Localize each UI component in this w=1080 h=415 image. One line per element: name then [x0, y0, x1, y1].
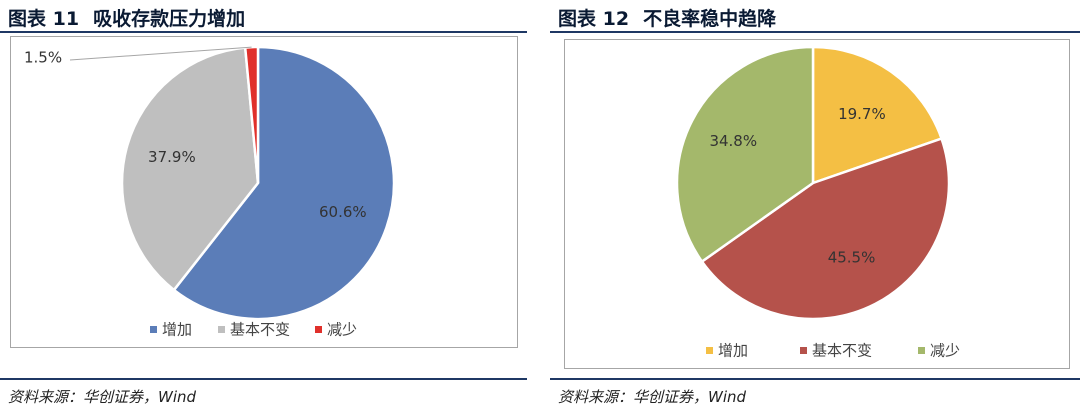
- pie-slice-基本不变: [120, 46, 260, 292]
- legend-swatch-基本不变: [218, 326, 225, 333]
- data-label-基本不变: 37.9%: [148, 148, 196, 166]
- legend-swatch-减少: [315, 326, 322, 333]
- pie-slice-减少: [675, 45, 815, 264]
- chart-number-right: 图表 12: [558, 8, 630, 30]
- bottom-rule-right: [550, 378, 1080, 380]
- chart-title-right: 图表 12 不良率稳中趋降: [558, 4, 776, 31]
- chart-title-text-left: 吸收存款压力增加: [93, 8, 246, 30]
- legend-swatch-增加: [150, 326, 157, 333]
- legend-swatch-基本不变: [800, 347, 807, 354]
- pie-chart-right: 19.7% 45.5% 34.8% 增加 基本不变 减少: [675, 45, 960, 360]
- chart-title-left: 图表 11 吸收存款压力增加: [8, 4, 245, 31]
- title-rule-right: [550, 31, 1080, 33]
- data-label-增加: 60.6%: [319, 203, 367, 221]
- legend-swatch-减少: [918, 347, 925, 354]
- callout-line: [69, 46, 252, 61]
- legend-label-增加: 增加: [718, 342, 748, 360]
- source-note-left: 资料来源：华创证券，Wind: [8, 388, 197, 406]
- legend-label-减少: 减少: [930, 342, 960, 360]
- chart-number-left: 图表 11: [8, 8, 80, 30]
- pie-slice-增加: [172, 45, 396, 321]
- pie-chart-left: 60.6% 37.9% 1.5% 增加 基本不变 减少: [24, 45, 396, 339]
- pie-slice-基本不变: [700, 136, 951, 321]
- title-rule-left: [0, 31, 527, 33]
- data-label-减少: 34.8%: [709, 132, 757, 150]
- data-label-基本不变: 45.5%: [828, 249, 876, 267]
- source-note-right: 资料来源：华创证券，Wind: [558, 388, 747, 406]
- legend-label-减少: 减少: [327, 321, 357, 339]
- legend-label-基本不变: 基本不变: [812, 342, 872, 360]
- data-label-增加: 19.7%: [838, 105, 886, 123]
- legend-label-基本不变: 基本不变: [230, 321, 290, 339]
- chart-title-text-right: 不良率稳中趋降: [643, 8, 777, 30]
- bottom-rule-left: [0, 378, 527, 380]
- legend-swatch-增加: [706, 347, 713, 354]
- legend-label-增加: 增加: [162, 321, 192, 339]
- data-label-减少: 1.5%: [24, 49, 62, 67]
